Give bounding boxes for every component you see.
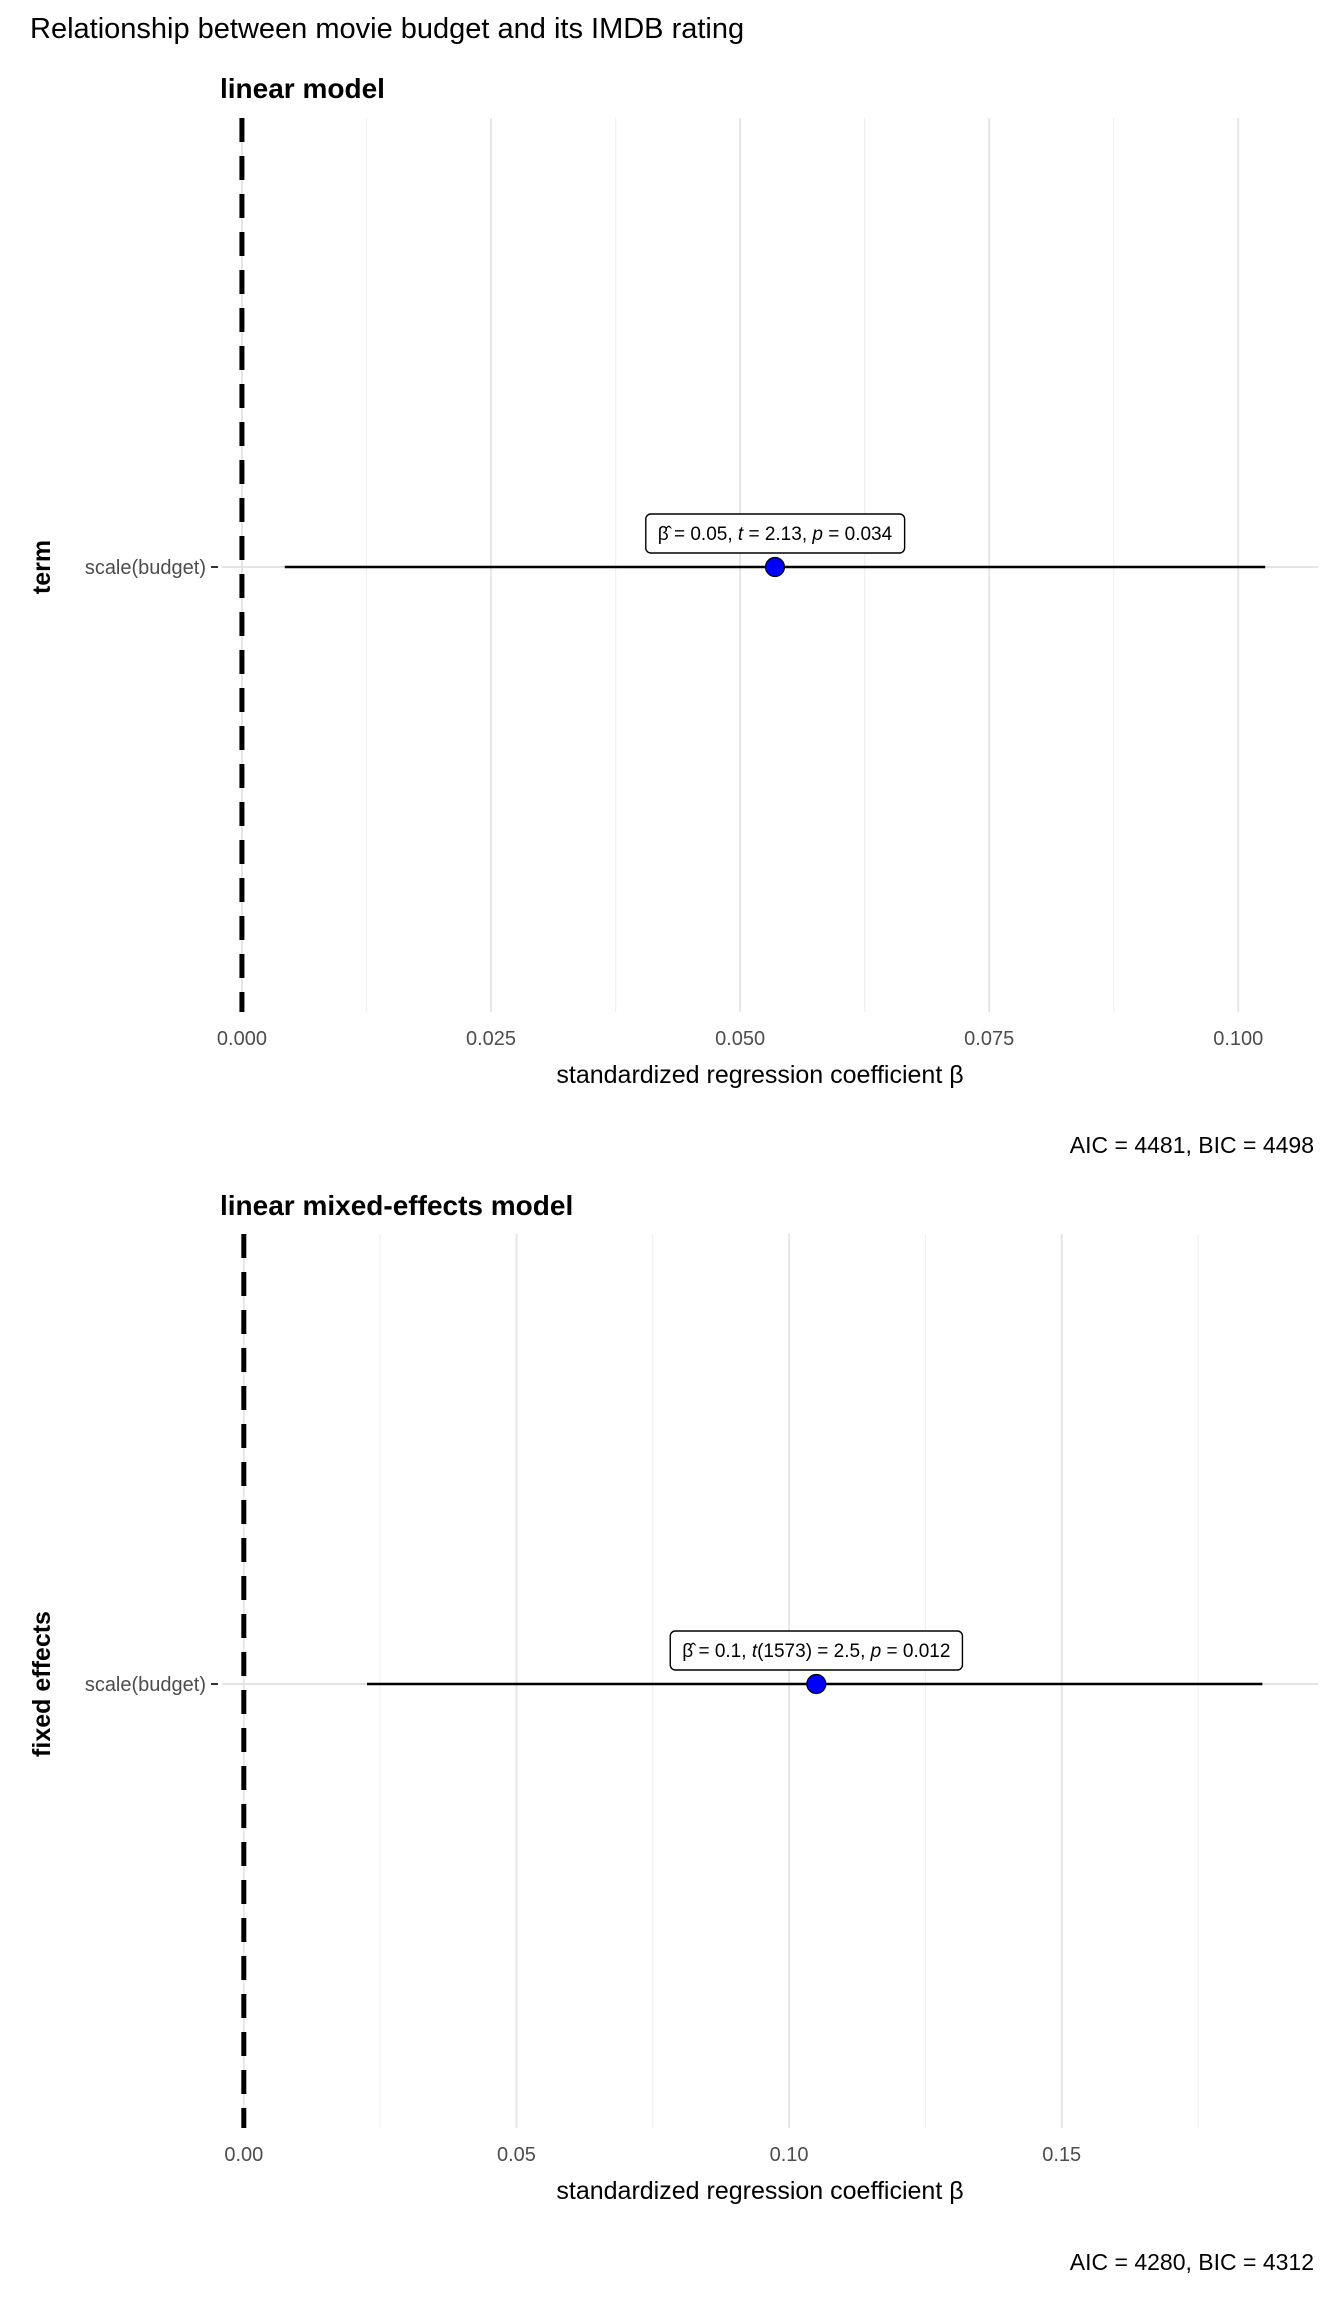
point-estimate xyxy=(806,1673,827,1695)
x-tick-label: 0.15 xyxy=(1042,2144,1081,2166)
estimate-label: β̂ = 0.05, t = 2.13, p = 0.034 xyxy=(658,524,893,545)
x-tick-label: 0.050 xyxy=(715,1028,765,1050)
x-tick-label: 0.025 xyxy=(466,1028,516,1050)
chart-title: Relationship between movie budget and it… xyxy=(30,13,744,45)
mixed-model-panel: linear mixed-effects model 0.00 0.05 0.10 0.… xyxy=(28,1190,1318,2275)
estimate-label-box xyxy=(669,1630,964,1671)
x-tick-label: 0.00 xyxy=(224,2144,263,2166)
panel-subtitle: linear model xyxy=(220,73,385,104)
estimate-label-box xyxy=(645,513,906,554)
y-tick-label: scale(budget) xyxy=(85,1674,206,1696)
model-caption: AIC = 4481, BIC = 4498 xyxy=(1070,1132,1314,1158)
y-axis-title: fixed effects xyxy=(28,1611,56,1757)
x-tick-label: 0.100 xyxy=(1213,1028,1263,1050)
x-tick-label: 0.000 xyxy=(217,1028,267,1050)
model-caption: AIC = 4280, BIC = 4312 xyxy=(1070,2249,1314,2275)
panel-subtitle: linear mixed-effects model xyxy=(220,1190,573,1221)
estimate-label: β̂ = 0.1, t(1573) = 2.5, p = 0.012 xyxy=(682,1641,950,1662)
x-tick-label: 0.075 xyxy=(964,1028,1014,1050)
y-axis-title: term xyxy=(28,540,56,594)
x-axis-title: standardized regression coefficient β xyxy=(556,2177,963,2205)
x-tick-label: 0.05 xyxy=(497,2144,536,2166)
y-tick-label: scale(budget) xyxy=(85,557,206,579)
point-estimate xyxy=(764,556,786,578)
linear-model-panel: linear model 0.000 0.025 0.050 0.075 0.100 sca… xyxy=(28,73,1318,1158)
x-axis-title: standardized regression coefficient β xyxy=(556,1061,963,1089)
x-tick-label: 0.10 xyxy=(770,2144,809,2166)
